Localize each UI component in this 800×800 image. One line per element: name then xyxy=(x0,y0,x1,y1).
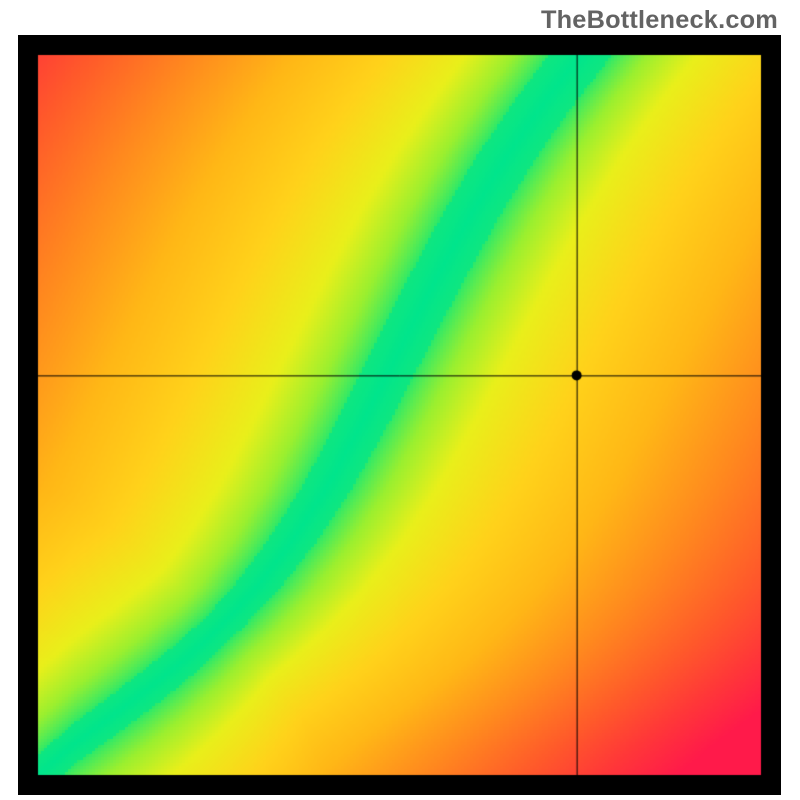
bottleneck-heatmap xyxy=(18,35,781,795)
watermark-text: TheBottleneck.com xyxy=(541,6,778,35)
